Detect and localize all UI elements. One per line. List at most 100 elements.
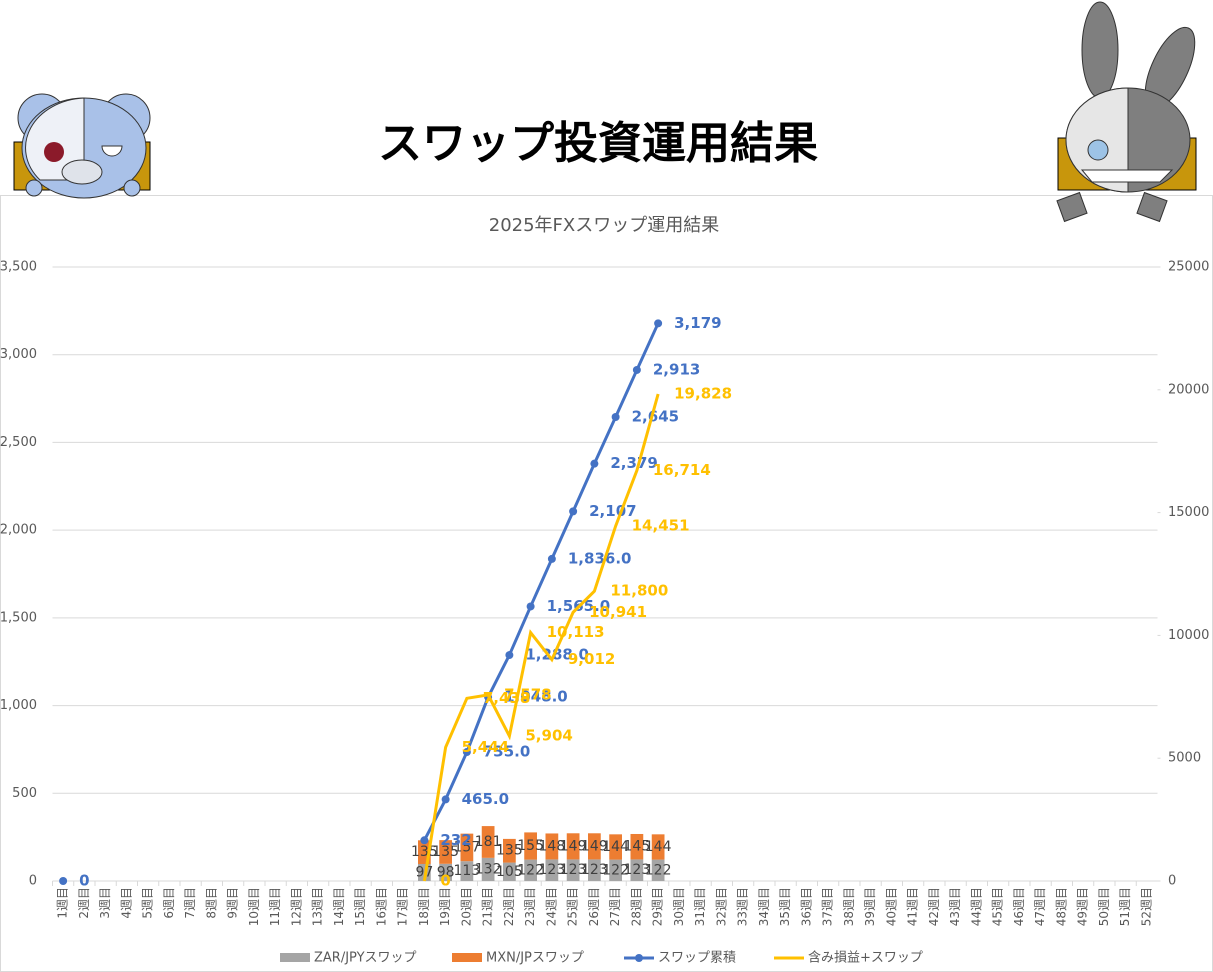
x-tick-label: 18週目 xyxy=(417,887,431,926)
bar-label: 105 xyxy=(496,864,523,880)
x-tick-label: 7週目 xyxy=(183,887,197,919)
y-tick-label: 500 xyxy=(12,786,37,801)
bar-segment xyxy=(524,832,537,860)
data-label: 465.0 xyxy=(462,790,509,808)
line-marker xyxy=(547,554,556,563)
y2-tick-label: 25000 xyxy=(1168,260,1209,275)
rabbit-mascot xyxy=(1056,1,1197,223)
y-tick-label: 2,000 xyxy=(0,523,37,538)
y2-tick-label: 20000 xyxy=(1168,382,1209,397)
bar-segment xyxy=(503,862,516,881)
data-label: 19,828 xyxy=(674,385,732,403)
x-tick-label: 16週目 xyxy=(374,887,388,926)
y-tick-label: 3,000 xyxy=(0,347,37,362)
x-tick-label: 33週目 xyxy=(736,887,750,926)
bar-segment xyxy=(651,859,665,881)
x-tick-label: 52週目 xyxy=(1139,887,1153,926)
bar-label: 155 xyxy=(517,838,544,854)
x-tick-label: 5週目 xyxy=(141,887,155,919)
y2-tick-label: 0 xyxy=(1168,874,1176,889)
line-marker xyxy=(654,319,663,328)
line xyxy=(423,322,660,841)
bar-segment xyxy=(566,859,580,881)
y-tick-label: 2,500 xyxy=(0,435,37,450)
bar-segment xyxy=(588,833,601,860)
x-tick-label: 31週目 xyxy=(693,887,707,926)
data-label: 2,913 xyxy=(653,360,700,378)
data-label: 1,836.0 xyxy=(568,549,632,567)
bar-label: 149 xyxy=(560,838,587,854)
x-tick-label: 41週目 xyxy=(906,887,920,926)
data-label: 2,107 xyxy=(589,502,636,520)
legend-label: ZAR/JPYスワップ xyxy=(314,951,417,966)
chart-title: 2025年FXスワップ運用結果 xyxy=(489,215,720,236)
bar-label: 123 xyxy=(539,862,566,878)
bar-segment xyxy=(630,833,644,860)
bar-segment xyxy=(651,834,665,860)
line-marker xyxy=(59,877,68,885)
bar-label: 113 xyxy=(454,863,481,879)
x-tick-label: 38週目 xyxy=(842,887,856,926)
x-tick-label: 42週目 xyxy=(927,887,941,926)
y-tick-label: 1,000 xyxy=(0,698,37,713)
x-tick-label: 32週目 xyxy=(714,887,728,926)
data-label: 14,451 xyxy=(632,517,690,535)
bar-label: 123 xyxy=(624,862,651,878)
legend-swatch xyxy=(452,953,482,962)
x-tick-label: 29週目 xyxy=(651,887,665,926)
data-label: 1,288.0 xyxy=(525,646,589,664)
data-label: 7,438 xyxy=(483,689,530,707)
y-tick-label: 3,500 xyxy=(0,260,37,275)
legend-label: 含み損益+スワップ xyxy=(808,950,923,966)
bar-label: 123 xyxy=(581,862,608,878)
bar-segment xyxy=(524,859,537,881)
bar-segment xyxy=(588,859,601,881)
bar-label: 122 xyxy=(517,862,544,878)
bar-label: 181 xyxy=(475,834,502,850)
bar-segment xyxy=(460,833,474,862)
x-tick-label: 46週目 xyxy=(1012,887,1026,926)
x-tick-label: 30週目 xyxy=(672,887,686,926)
x-tick-label: 19週目 xyxy=(438,887,452,926)
bar-label: 149 xyxy=(581,838,608,854)
data-label: 16,714 xyxy=(653,461,711,479)
x-tick-label: 15週目 xyxy=(353,887,367,926)
data-label: 5,904 xyxy=(525,726,572,744)
bar-segment xyxy=(439,863,452,881)
x-tick-label: 4週目 xyxy=(119,887,133,919)
x-tick-label: 9週目 xyxy=(226,887,240,919)
x-tick-label: 35週目 xyxy=(778,887,792,926)
bar-label: 122 xyxy=(645,862,672,878)
line-marker xyxy=(505,651,514,660)
data-label: 11,800 xyxy=(610,582,668,600)
bar-label: 144 xyxy=(645,839,672,855)
data-label: 9,012 xyxy=(568,650,615,668)
y2-tick-label: 5000 xyxy=(1168,751,1201,766)
data-label: 735.0 xyxy=(483,743,530,761)
chart-frame xyxy=(0,195,1213,972)
bar-label: 157 xyxy=(454,839,481,855)
legend-marker xyxy=(635,954,643,962)
bar-segment xyxy=(545,859,559,881)
y2-tick-label: 15000 xyxy=(1168,505,1209,520)
bar-segment xyxy=(481,826,495,858)
page-title: スワップ投資運用結果 xyxy=(378,118,818,169)
x-tick-label: 40週目 xyxy=(884,887,898,926)
line xyxy=(422,393,660,882)
bar-segment xyxy=(503,838,516,863)
line-marker xyxy=(632,365,641,374)
x-tick-label: 13週目 xyxy=(311,887,325,926)
legend-swatch xyxy=(280,953,310,962)
line-marker xyxy=(526,602,535,611)
data-label: 10,941 xyxy=(589,603,647,621)
data-label: 1,048.0 xyxy=(504,688,568,706)
bar-segment xyxy=(481,857,495,881)
legend-label: スワップ累積 xyxy=(658,951,736,966)
x-tick-label: 6週目 xyxy=(162,887,176,919)
data-label: 3,179 xyxy=(674,314,721,332)
data-label: 7,578 xyxy=(504,685,551,703)
x-tick-label: 44週目 xyxy=(969,887,983,926)
line-marker xyxy=(611,412,620,421)
bar-label: 132 xyxy=(475,861,502,877)
bar-label: 135 xyxy=(432,844,459,860)
